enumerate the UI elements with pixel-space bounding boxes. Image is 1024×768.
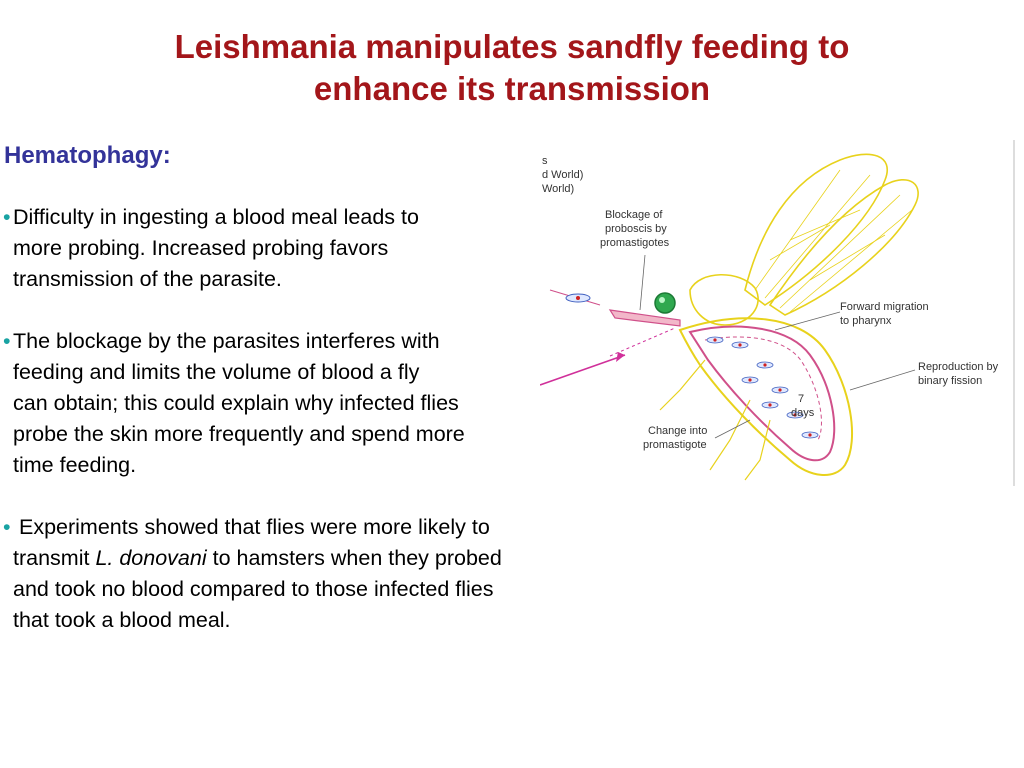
proboscis	[608, 309, 681, 327]
bullet-line: and took no blood compared to those infe…	[13, 577, 494, 601]
bullet-line: Experiments showed that flies were more …	[13, 512, 603, 543]
cropped-label: s	[542, 155, 548, 167]
title-line-1: Leishmania manipulates sandfly feeding t…	[174, 28, 850, 65]
bullet-line: The blockage by the parasites interferes…	[13, 329, 440, 353]
bullet-line: time feeding.	[13, 453, 137, 477]
bullet-text: Experiments showed that flies were more …	[18, 515, 490, 539]
label-change: promastigote	[643, 439, 707, 451]
label-forward-migration: Forward migration	[840, 301, 929, 313]
label-blockage: Blockage of	[605, 209, 663, 221]
bullet-item: • The blockage by the parasites interfer…	[3, 326, 603, 481]
bullet-item: • Experiments showed that flies were mor…	[3, 512, 603, 636]
gut-inner-path	[704, 336, 822, 441]
legs-illustration	[659, 359, 771, 481]
title-line-2: enhance its transmission	[313, 70, 711, 107]
bullet-line: that took a blood meal.	[13, 608, 231, 632]
dotted-path	[609, 327, 676, 357]
bullet-line: transmit L. donovani to hamsters when th…	[13, 543, 603, 574]
eye-highlight	[659, 297, 665, 303]
bullet-line: probe the skin more frequently and spend…	[13, 422, 465, 446]
wing-illustration	[744, 153, 919, 316]
bullet-dot-icon: •	[3, 205, 11, 229]
bullet-line: transmission of the parasite.	[13, 267, 282, 291]
sandfly-illustration: s d World) World) Blockage of proboscis …	[540, 140, 1015, 486]
label-blockage: promastigotes	[600, 237, 670, 249]
bullet-text: transmit	[13, 546, 96, 570]
section-heading: Hematophagy:	[4, 142, 171, 169]
bullet-line: can obtain; this could explain why infec…	[13, 391, 459, 415]
species-name: L. donovani	[95, 546, 207, 570]
cropped-label: d World)	[542, 169, 583, 181]
injection-arrow	[540, 354, 626, 386]
bullet-item: • Difficulty in ingesting a blood meal l…	[3, 202, 603, 295]
abdomen-outline	[678, 317, 854, 477]
label-forward-migration: to pharynx	[840, 315, 892, 327]
label-reproduction: binary fission	[918, 375, 982, 387]
bullet-dot-icon: •	[3, 329, 11, 353]
label-days: days	[791, 407, 815, 419]
sandfly-diagram: s d World) World) Blockage of proboscis …	[540, 140, 1016, 486]
bullet-dot-icon: •	[3, 515, 11, 539]
nucleus	[576, 296, 580, 300]
label-days: 7	[798, 393, 804, 405]
bullet-list: • Difficulty in ingesting a blood meal l…	[3, 202, 603, 667]
eye-icon	[654, 292, 676, 314]
bullet-line: Difficulty in ingesting a blood meal lea…	[13, 205, 419, 229]
bullet-line: more probing. Increased probing favors	[13, 236, 389, 260]
label-change: Change into	[648, 425, 707, 437]
cropped-label: World)	[542, 183, 574, 195]
arrow-head-icon	[616, 352, 625, 362]
label-blockage: proboscis by	[605, 223, 667, 235]
callout-lines	[639, 254, 916, 439]
head-outline	[689, 273, 759, 326]
label-reproduction: Reproduction by	[918, 361, 999, 373]
parasite-cluster	[706, 336, 819, 439]
gut-outline	[688, 325, 836, 462]
bullet-text: to hamsters when they probed	[206, 546, 502, 570]
slide-title: Leishmania manipulates sandfly feeding t…	[0, 26, 1024, 110]
bullet-line: feeding and limits the volume of blood a…	[13, 360, 420, 384]
